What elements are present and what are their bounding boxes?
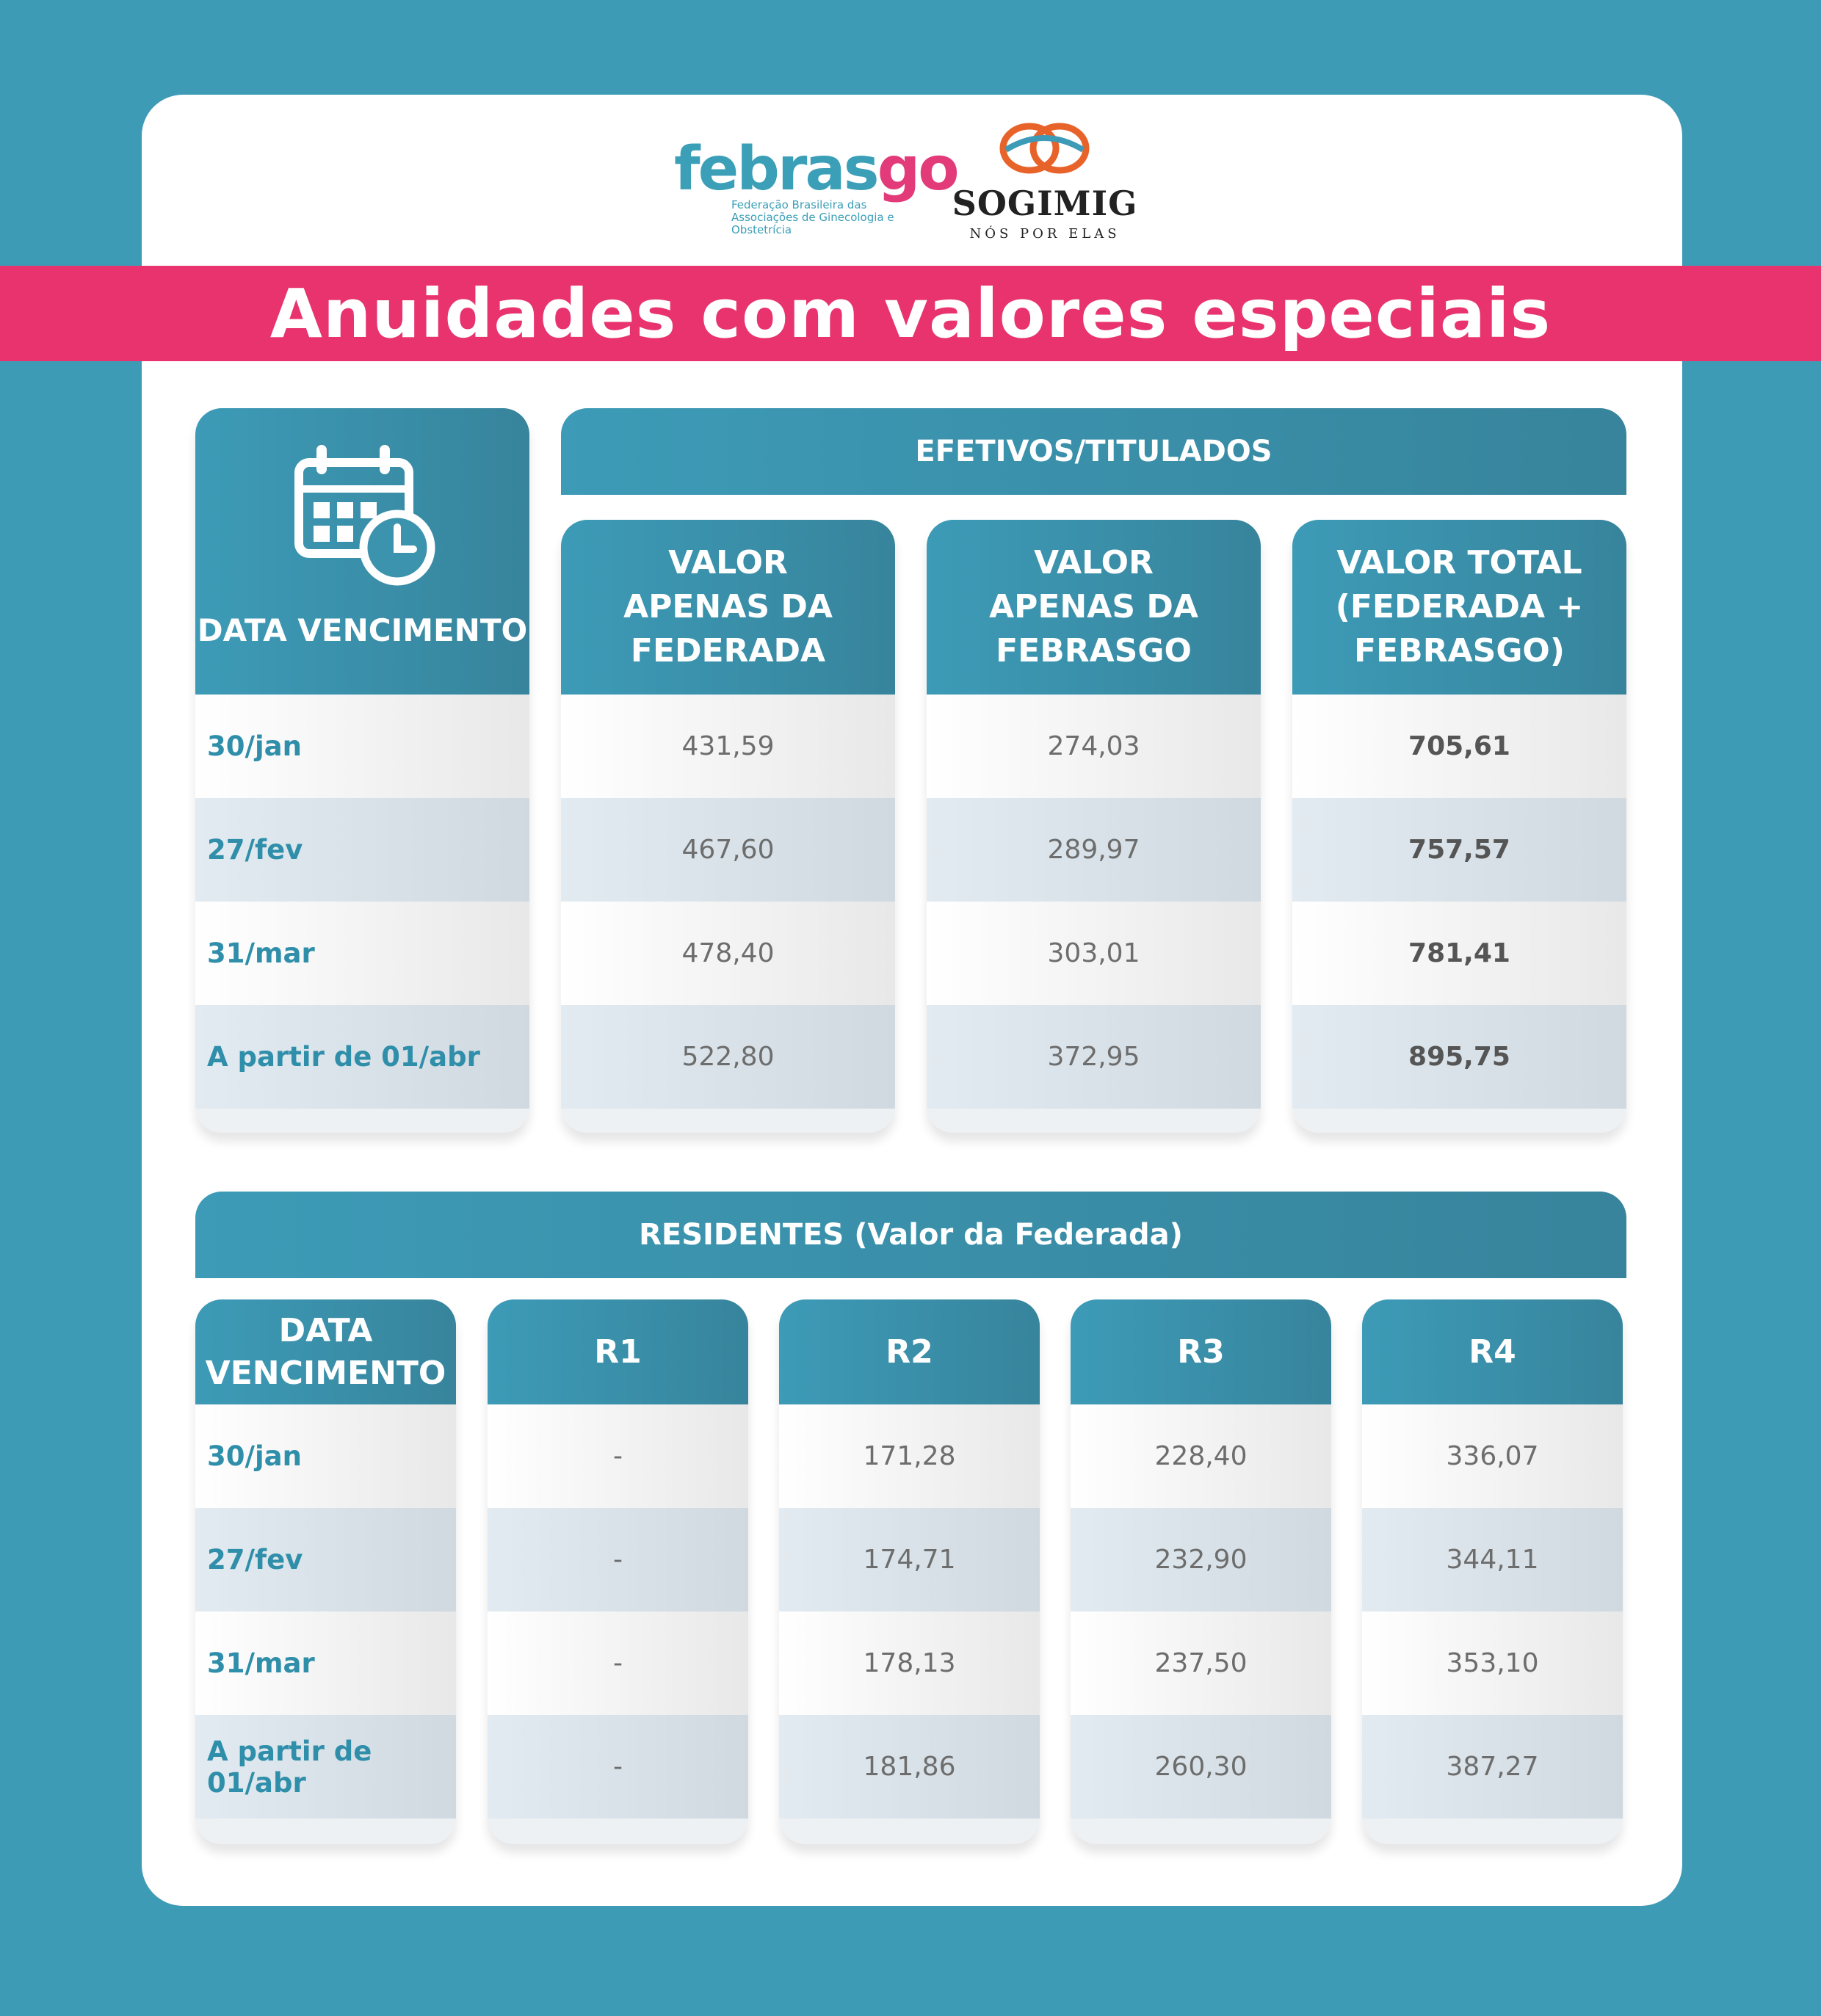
- efetivos-febrasgo-header: VALOR APENAS DA FEBRASGO: [927, 520, 1261, 695]
- residentes-date-cell: 30/jan: [195, 1404, 456, 1508]
- sogimig-rings-icon: [999, 123, 1090, 174]
- efetivos-date-cell: 27/fev: [195, 798, 529, 902]
- efetivos-date-cell: 30/jan: [195, 695, 529, 798]
- efetivos-febrasgo-cell: 274,03: [927, 695, 1261, 798]
- efetivos-febrasgo-cell: 303,01: [927, 902, 1261, 1005]
- residentes-date-header: DATA VENCIMENTO: [195, 1299, 456, 1404]
- efetivos-total-cell: 895,75: [1292, 1005, 1626, 1109]
- febrasgo-wordmark: febrasgo: [674, 134, 960, 204]
- page-title: Anuidades com valores especiais: [269, 274, 1552, 353]
- efetivos-date-header-label: DATA VENCIMENTO: [197, 612, 528, 648]
- efetivos-group-header: EFETIVOS/TITULADOS: [561, 408, 1626, 495]
- residentes-r3-column: R3 228,40 232,90 237,50 260,30: [1071, 1299, 1331, 1844]
- residentes-group-header: RESIDENTES (Valor da Federada): [195, 1192, 1626, 1278]
- residentes-r3-cell: 260,30: [1071, 1715, 1331, 1819]
- sogimig-logo: SOGIMIG NÓS POR ELAS: [946, 119, 1144, 244]
- residentes-r3-cell: 232,90: [1071, 1508, 1331, 1611]
- residentes-r3-cell: 237,50: [1071, 1611, 1331, 1715]
- residentes-r3-header: R3: [1071, 1299, 1331, 1404]
- residentes-r4-cell: 353,10: [1362, 1611, 1623, 1715]
- efetivos-total-cell: 757,57: [1292, 798, 1626, 902]
- efetivos-total-column: VALOR TOTAL (FEDERADA + FEBRASGO) 705,61 7…: [1292, 520, 1626, 1133]
- residentes-r1-cell: -: [488, 1508, 748, 1611]
- title-banner: Anuidades com valores especiais: [0, 266, 1821, 361]
- febrasgo-subtitle: Federação Brasileira das Associações de …: [731, 198, 894, 236]
- residentes-r1-cell: -: [488, 1404, 748, 1508]
- efetivos-date-cell: A partir de 01/abr: [195, 1005, 529, 1109]
- residentes-r2-column: R2 171,28 174,71 178,13 181,86: [779, 1299, 1040, 1844]
- residentes-r4-cell: 336,07: [1362, 1404, 1623, 1508]
- efetivos-federada-cell: 478,40: [561, 902, 895, 1005]
- sogimig-name: SOGIMIG: [952, 184, 1138, 223]
- residentes-date-column: DATA VENCIMENTO 30/jan 27/fev 31/mar A pa…: [195, 1299, 456, 1844]
- efetivos-total-cell: 705,61: [1292, 695, 1626, 798]
- efetivos-febrasgo-cell: 289,97: [927, 798, 1261, 902]
- residentes-r2-cell: 178,13: [779, 1611, 1040, 1715]
- residentes-r2-cell: 171,28: [779, 1404, 1040, 1508]
- sogimig-tagline: NÓS POR ELAS: [969, 226, 1121, 242]
- febrasgo-logo: febrasgo Federação Brasileira das Associ…: [674, 136, 960, 236]
- residentes-date-cell: 27/fev: [195, 1508, 456, 1611]
- residentes-r1-cell: -: [488, 1611, 748, 1715]
- efetivos-date-column: DATA VENCIMENTO 30/jan 27/fev 31/mar A p…: [195, 408, 529, 1133]
- residentes-r1-column: R1 - - - -: [488, 1299, 748, 1844]
- efetivos-federada-cell: 431,59: [561, 695, 895, 798]
- residentes-r1-header: R1: [488, 1299, 748, 1404]
- residentes-r4-column: R4 336,07 344,11 353,10 387,27: [1362, 1299, 1623, 1844]
- residentes-r3-cell: 228,40: [1071, 1404, 1331, 1508]
- efetivos-febrasgo-cell: 372,95: [927, 1005, 1261, 1109]
- residentes-r4-header: R4: [1362, 1299, 1623, 1404]
- residentes-group-label: RESIDENTES (Valor da Federada): [639, 1218, 1183, 1252]
- efetivos-total-cell: 781,41: [1292, 902, 1626, 1005]
- residentes-r2-header: R2: [779, 1299, 1040, 1404]
- efetivos-federada-cell: 467,60: [561, 798, 895, 902]
- residentes-r4-cell: 344,11: [1362, 1508, 1623, 1611]
- residentes-date-cell: A partir de 01/abr: [195, 1715, 456, 1819]
- residentes-r1-cell: -: [488, 1715, 748, 1819]
- residentes-date-cell: 31/mar: [195, 1611, 456, 1715]
- residentes-r2-cell: 181,86: [779, 1715, 1040, 1819]
- efetivos-federada-header: VALOR APENAS DA FEDERADA: [561, 520, 895, 695]
- efetivos-federada-cell: 522,80: [561, 1005, 895, 1109]
- efetivos-date-cell: 31/mar: [195, 902, 529, 1005]
- efetivos-date-header: DATA VENCIMENTO: [195, 408, 529, 695]
- efetivos-total-header: VALOR TOTAL (FEDERADA + FEBRASGO): [1292, 520, 1626, 695]
- efetivos-group-label: EFETIVOS/TITULADOS: [915, 435, 1272, 468]
- calendar-clock-icon: [294, 445, 435, 586]
- residentes-r2-cell: 174,71: [779, 1508, 1040, 1611]
- efetivos-federada-column: VALOR APENAS DA FEDERADA 431,59 467,60 478…: [561, 520, 895, 1133]
- efetivos-febrasgo-column: VALOR APENAS DA FEBRASGO 274,03 289,97 303…: [927, 520, 1261, 1133]
- residentes-r4-cell: 387,27: [1362, 1715, 1623, 1819]
